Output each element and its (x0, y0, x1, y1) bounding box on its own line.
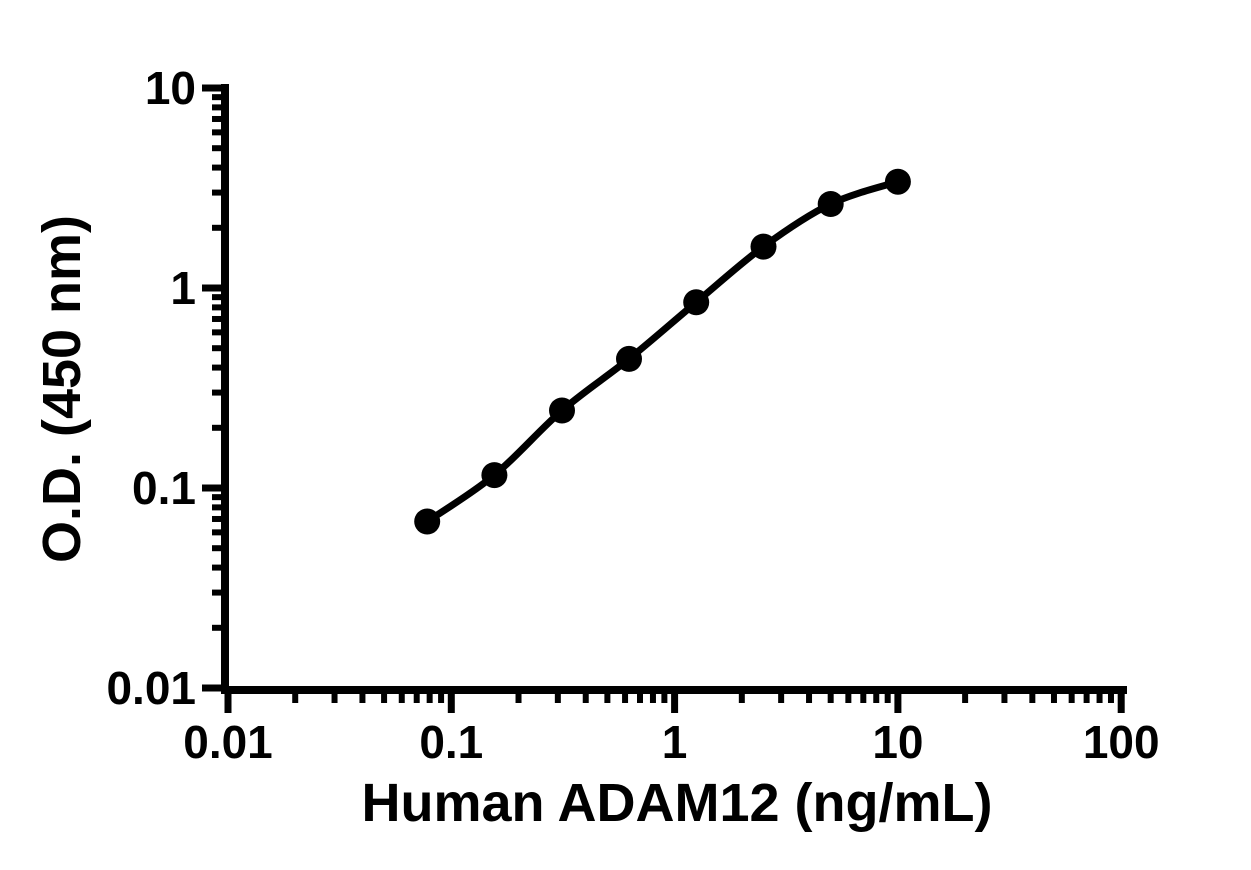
data-point-marker (884, 168, 911, 195)
data-point-marker (817, 191, 844, 217)
series-layer (414, 168, 911, 535)
data-point-marker (616, 345, 642, 372)
tick-label-layer: 10 1 0.1 0.010.01 0.1 1 10 100 (106, 62, 1159, 768)
axis-spine (221, 84, 1127, 694)
axes-layer (221, 84, 1127, 694)
x-tick-label: 0.01 (183, 716, 273, 768)
data-point-marker (683, 289, 710, 316)
data-point-marker (750, 233, 777, 260)
data-point-marker (481, 462, 508, 489)
y-tick-label: 0.1 (132, 462, 196, 514)
x-axis-title: Human ADAM12 (ng/mL) (362, 773, 993, 833)
tick-layer (202, 84, 1125, 713)
y-tick-label: 0.01 (106, 662, 196, 714)
x-tick-label: 100 (1083, 716, 1160, 768)
x-tick-label: 0.1 (419, 716, 483, 768)
x-tick-label: 1 (662, 716, 688, 768)
x-tick-label: 10 (872, 716, 923, 768)
data-point-marker (549, 397, 575, 424)
data-point-marker (414, 508, 441, 535)
y-axis-title: O.D. (450 nm) (32, 215, 92, 563)
y-tick-label: 1 (170, 262, 196, 314)
y-tick-label: 10 (145, 62, 196, 114)
